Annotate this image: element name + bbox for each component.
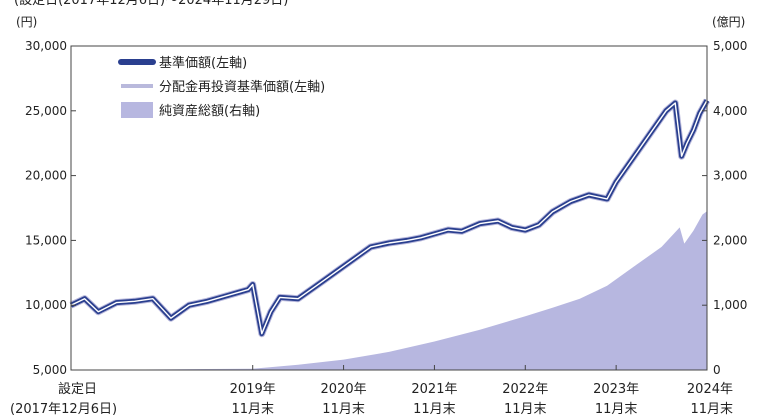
- legend-label: 基準価額(左軸): [159, 55, 247, 71]
- x-axis-labels: 設定日 (2017年12月6日) 2019年 11月末 2020年 11月末 2021年 11…: [10, 365, 733, 417]
- x-label-line1: 設定日: [58, 381, 97, 397]
- left-tick-label: 5,000: [33, 363, 67, 377]
- left-tick-label: 25,000: [25, 104, 67, 118]
- left-tick-label: 20,000: [25, 169, 67, 183]
- left-tick-label: 15,000: [25, 233, 67, 247]
- legend-label: 純資産総額(右軸): [159, 103, 260, 119]
- x-label-line2: 11月末: [504, 402, 547, 417]
- right-tick-label: 1,000: [713, 298, 747, 312]
- x-label-line1: 2023年: [593, 382, 639, 397]
- right-tick-label: 0: [713, 363, 721, 377]
- left-tick-label: 10,000: [25, 298, 67, 312]
- right-axis-ticks: 0 1,000 2,000 3,000 4,000 5,000: [702, 39, 747, 377]
- left-tick-label: 30,000: [25, 39, 67, 53]
- legend: 基準価額(左軸) 分配金再投資基準価額(左軸) 純資産総額(右軸): [118, 55, 325, 119]
- right-tick-label: 2,000: [713, 233, 747, 247]
- x-label-line2: (2017年12月6日): [10, 402, 117, 417]
- x-label-line1: 2019年: [230, 382, 276, 397]
- net-assets-area-layer: [71, 211, 707, 370]
- x-label-line2: 11月末: [322, 402, 365, 417]
- plot-frame: [70, 45, 708, 371]
- period-note: (設定日(2017年12月6日)～2024年11月29日): [14, 0, 288, 8]
- nav-line-layer: [69, 99, 710, 337]
- left-axis-unit: (円): [16, 15, 37, 29]
- right-tick-label: 3,000: [713, 169, 747, 183]
- legend-label: 分配金再投資基準価額(左軸): [159, 79, 325, 95]
- x-label-line1: 2020年: [321, 382, 367, 397]
- left-axis-ticks: 5,000 10,000 15,000 20,000 25,000 30,000: [25, 39, 76, 377]
- right-axis-unit: (億円): [712, 15, 745, 29]
- x-label-line1: 2021年: [411, 382, 457, 397]
- x-label-line2: 11月末: [413, 402, 456, 417]
- x-label-line2: 11月末: [690, 402, 733, 417]
- nav-line-highlight: [70, 100, 708, 335]
- x-label-line2: 11月末: [231, 402, 274, 417]
- x-label-line2: 11月末: [595, 402, 638, 417]
- x-label-line1: 2022年: [502, 382, 548, 397]
- x-label-line1: 2024年: [687, 382, 733, 397]
- net-assets-area: [71, 211, 707, 370]
- right-tick-label: 4,000: [713, 104, 747, 118]
- right-tick-label: 5,000: [713, 39, 747, 53]
- legend-swatch-assets: [121, 102, 153, 118]
